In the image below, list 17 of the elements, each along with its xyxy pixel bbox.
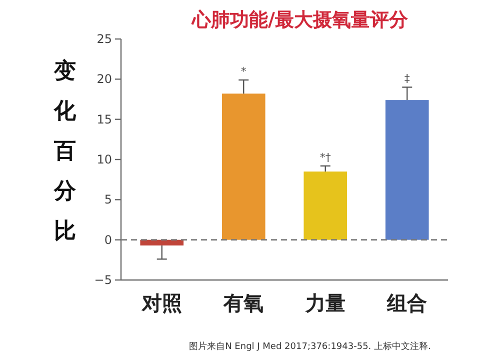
x-tick-label: 组合 [386, 291, 428, 315]
y-tick-label: 0 [104, 232, 112, 247]
text: 图片来自N Engl J Med 2017;376:1943-55. 上标中文注释. [189, 341, 431, 352]
y-tick-label: −5 [94, 273, 112, 287]
y-tick-label: 25 [96, 32, 112, 46]
y-tick-label: 5 [104, 192, 112, 207]
ylabel: 变化百分比 [54, 59, 76, 244]
annotation: *† [320, 150, 332, 164]
x-tick-label: 有氧 [222, 291, 264, 315]
x-tick-label: 力量 [304, 291, 346, 315]
y-tick-label: 15 [96, 112, 112, 126]
annotation: * [240, 64, 247, 78]
title: 心肺功能/最大摄氧量评分 [192, 9, 408, 31]
x-tick-label: 对照 [140, 291, 182, 315]
annotation: ‡ [404, 72, 410, 86]
y-tick-label: 10 [96, 152, 112, 166]
y-tick-label: 20 [96, 72, 112, 86]
